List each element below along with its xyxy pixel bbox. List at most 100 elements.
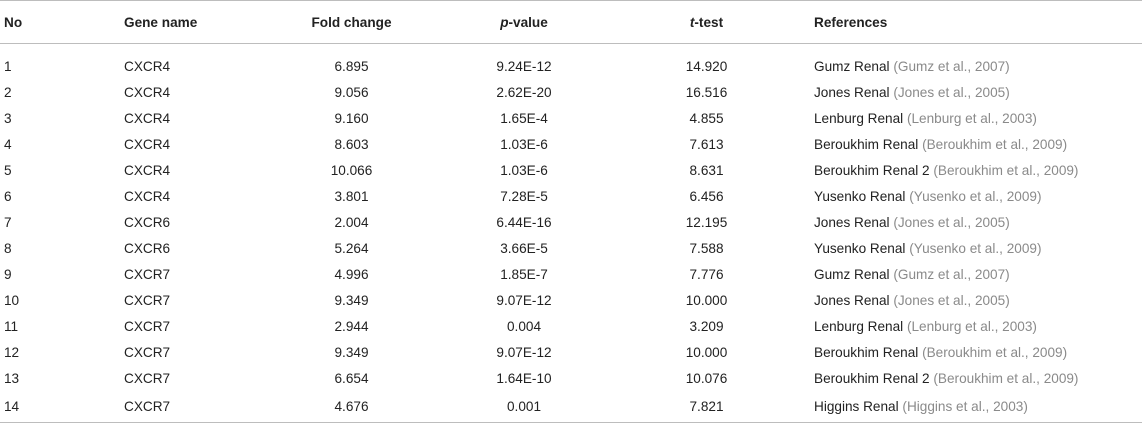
- reference-citation-link[interactable]: (Beroukhim et al., 2009): [922, 137, 1068, 152]
- cell-gene-name: CXCR7: [124, 391, 254, 423]
- cell-references: Gumz Renal (Gumz et al., 2007): [814, 262, 1142, 288]
- cell-p-value: 1.64E-10: [496, 371, 552, 386]
- reference-citation-link[interactable]: (Jones et al., 2005): [893, 85, 1010, 100]
- cell-fold-change: 9.056: [334, 85, 369, 100]
- cell-p-value: 9.24E-12: [496, 59, 552, 75]
- reference-name: Jones Renal: [814, 215, 890, 230]
- reference-citation-link[interactable]: (Beroukhim et al., 2009): [933, 163, 1079, 178]
- cell-references: Beroukhim Renal (Beroukhim et al., 2009): [814, 340, 1142, 366]
- reference-name: Beroukhim Renal: [814, 345, 919, 360]
- cell-gene-name: CXCR7: [124, 371, 171, 386]
- cell-gene-name: CXCR6: [124, 215, 171, 230]
- cell-t-test: 10.076: [685, 371, 728, 386]
- table-row: 5 CXCR4 10.066 1.03E-6 8.631 Beroukhim Renal …: [0, 158, 1142, 184]
- table-row: 3 CXCR4 9.160 1.65E-4 4.855 Lenburg Renal (Le…: [0, 106, 1142, 132]
- cell-no: 5: [4, 163, 12, 178]
- cell-t-test: 7.613: [689, 137, 724, 152]
- reference-citation-link[interactable]: (Beroukhim et al., 2009): [922, 345, 1068, 360]
- reference-name: Beroukhim Renal: [814, 137, 919, 152]
- cell-p-value: 9.07E-12: [496, 345, 552, 360]
- reference-citation-link[interactable]: (Yusenko et al., 2009): [909, 189, 1042, 204]
- reference-citation-link[interactable]: (Jones et al., 2005): [893, 215, 1010, 230]
- reference-citation-link[interactable]: (Beroukhim et al., 2009): [933, 371, 1079, 386]
- cell-p-value: 3.66E-5: [500, 241, 548, 256]
- cell-gene-name: CXCR4: [124, 163, 171, 178]
- cell-gene-name: CXCR7: [124, 267, 171, 282]
- cell-t-test: 16.516: [685, 85, 728, 100]
- cell-references: Gumz Renal (Gumz et al., 2007): [814, 44, 1142, 80]
- reference-name: Gumz Renal: [814, 267, 890, 282]
- cell-no: 3: [4, 111, 12, 126]
- cell-fold-change: 9.349: [334, 345, 369, 360]
- cell-references: Jones Renal (Jones et al., 2005): [814, 210, 1142, 236]
- cell-references: Beroukhim Renal 2 (Beroukhim et al., 200…: [814, 366, 1142, 392]
- cell-references: Higgins Renal (Higgins et al., 2003): [814, 391, 1142, 423]
- cell-fold-change: 5.264: [334, 241, 369, 256]
- cell-gene-name: CXCR4: [124, 137, 171, 152]
- cell-p-value: 1.03E-6: [500, 137, 548, 152]
- cell-no: 11: [4, 319, 19, 334]
- reference-citation-link[interactable]: (Lenburg et al., 2003): [906, 319, 1037, 334]
- reference-name: Yusenko Renal: [814, 241, 906, 256]
- reference-citation-link[interactable]: (Jones et al., 2005): [893, 293, 1010, 308]
- cell-gene-name: CXCR7: [124, 293, 171, 308]
- cell-references: Lenburg Renal (Lenburg et al., 2003): [814, 106, 1142, 132]
- cell-fold-change: 9.160: [334, 111, 369, 126]
- cell-fold-change: 3.801: [334, 189, 369, 204]
- cell-fold-change: 6.895: [334, 59, 369, 75]
- cell-no: 12: [4, 345, 20, 360]
- reference-name: Beroukhim Renal 2: [814, 371, 930, 386]
- cell-t-test: 7.776: [689, 267, 724, 282]
- cell-references: Jones Renal (Jones et al., 2005): [814, 80, 1142, 106]
- cell-no: 13: [4, 371, 20, 386]
- reference-citation-link[interactable]: (Yusenko et al., 2009): [909, 241, 1042, 256]
- cell-no: 2: [4, 85, 12, 100]
- cell-no: 9: [4, 267, 12, 282]
- cell-p-value: 0.001: [449, 391, 599, 423]
- cell-fold-change: 9.349: [334, 293, 369, 308]
- cell-fold-change: 4.676: [254, 391, 449, 423]
- reference-name: Gumz Renal: [814, 59, 890, 75]
- cell-gene-name: CXCR4: [124, 111, 171, 126]
- cell-p-value: 9.07E-12: [496, 293, 552, 308]
- table-row: 1 CXCR4 6.895 9.24E-12 14.920 Gumz Renal (Gum…: [0, 44, 1142, 80]
- cell-p-value: 2.62E-20: [496, 85, 552, 100]
- cell-no: 1: [4, 59, 12, 75]
- cell-references: Yusenko Renal (Yusenko et al., 2009): [814, 184, 1142, 210]
- header-row: No Gene name Fold change p-value t-test …: [0, 0, 1142, 44]
- header-references: References: [814, 0, 1142, 44]
- cell-gene-name: CXCR7: [124, 345, 171, 360]
- reference-name: Jones Renal: [814, 293, 890, 308]
- gene-expression-table: No Gene name Fold change p-value t-test …: [0, 0, 1142, 423]
- cell-t-test: 10.000: [685, 345, 728, 360]
- cell-fold-change: 2.944: [334, 319, 369, 334]
- header-fold-change: Fold change: [254, 0, 449, 44]
- header-p-rest: -value: [508, 14, 548, 30]
- cell-t-test: 14.920: [685, 59, 728, 75]
- reference-citation-link[interactable]: (Lenburg et al., 2003): [906, 111, 1037, 126]
- header-gene-name: Gene name: [124, 0, 254, 44]
- reference-name: Jones Renal: [814, 85, 890, 100]
- cell-p-value: 1.85E-7: [500, 267, 548, 282]
- cell-references: Beroukhim Renal (Beroukhim et al., 2009): [814, 132, 1142, 158]
- cell-p-value: 1.03E-6: [500, 163, 548, 178]
- cell-t-test: 4.855: [689, 111, 724, 126]
- header-t-test: t-test: [599, 0, 814, 44]
- reference-name: Yusenko Renal: [814, 189, 906, 204]
- header-no: No: [0, 0, 124, 44]
- table-header: No Gene name Fold change p-value t-test …: [0, 0, 1142, 44]
- reference-citation-link[interactable]: (Higgins et al., 2003): [902, 399, 1028, 415]
- table-row: 10 CXCR7 9.349 9.07E-12 10.000 Jones Renal (J…: [0, 288, 1142, 314]
- cell-no: 6: [4, 189, 12, 204]
- cell-t-test: 3.209: [689, 319, 724, 334]
- cell-no: 7: [4, 215, 12, 230]
- cell-gene-name: CXCR7: [124, 319, 171, 334]
- table-row: 8 CXCR6 5.264 3.66E-5 7.588 Yusenko Renal (Yu…: [0, 236, 1142, 262]
- cell-t-test: 7.821: [599, 391, 814, 423]
- cell-gene-name: CXCR4: [124, 189, 171, 204]
- reference-name: Beroukhim Renal 2: [814, 163, 930, 178]
- table-row: 4 CXCR4 8.603 1.03E-6 7.613 Beroukhim Renal (…: [0, 132, 1142, 158]
- reference-citation-link[interactable]: (Gumz et al., 2007): [893, 59, 1010, 75]
- reference-citation-link[interactable]: (Gumz et al., 2007): [893, 267, 1010, 282]
